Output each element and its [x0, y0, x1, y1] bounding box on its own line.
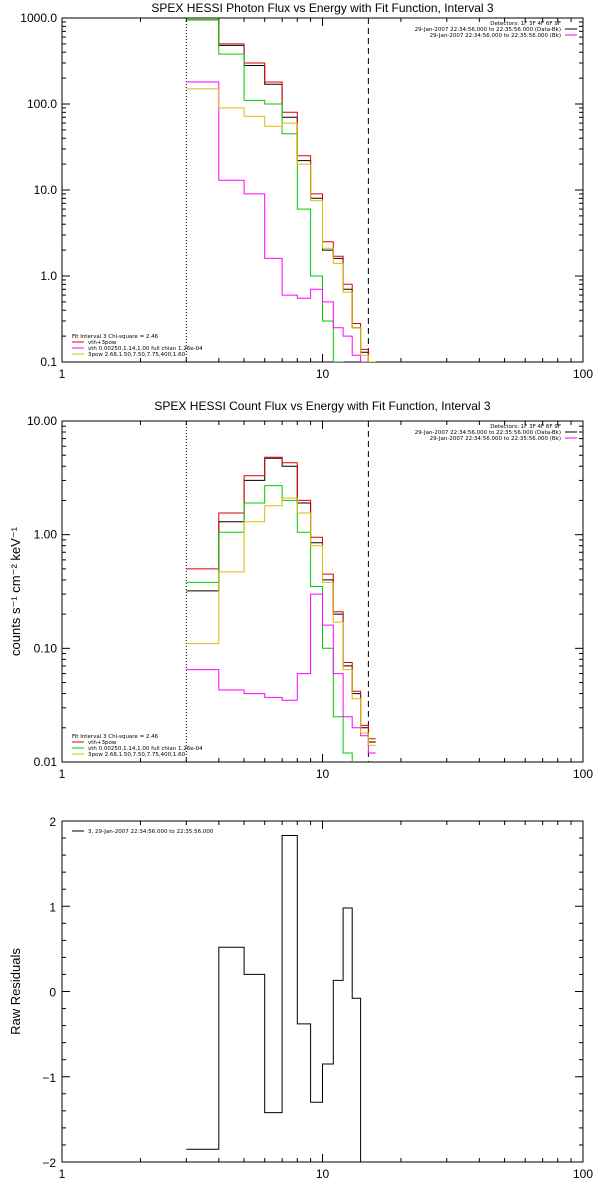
legend-label: 3pow 2.68,1.50,7.50,7.75,400,1.60 — [88, 352, 186, 358]
y-tick-label: 10.0 — [34, 183, 58, 197]
legend-label: 3pow 2.68,1.50,7.50,7.75,400,1.60 — [88, 752, 186, 758]
info-label: Detectors: 1F 3F 4F 6F 9F — [490, 424, 561, 430]
legend-label: vth 0.00250,1.14,1.00 full chian 1.26e-0… — [88, 346, 203, 352]
series-line-4 — [186, 88, 376, 362]
series-line-3 — [186, 593, 376, 754]
legend-label: vth 0.00250,1.14,1.00 full chian 1.26e-0… — [88, 746, 203, 752]
series-line-3 — [186, 81, 369, 362]
photon-flux-plot: SPEX HESSI Photon Flux vs Energy with Fi… — [20, 1, 593, 381]
series-line-0 — [186, 457, 376, 743]
legend-label: Fit Interval 3 Chi-square = 2.46 — [72, 734, 159, 740]
x-tick-label: 10 — [316, 1167, 330, 1181]
legend-label: Fit Interval 3 Chi-square = 2.46 — [72, 334, 159, 340]
series-line-0 — [186, 19, 376, 362]
chart-title: SPEX HESSI Photon Flux vs Energy with Fi… — [151, 1, 493, 15]
series-line-2 — [186, 19, 344, 362]
info-label: Detectors: 1F 3F 4F 6F 9F — [490, 21, 561, 27]
x-tick-label: 1 — [59, 367, 66, 381]
series-group — [186, 835, 369, 1162]
y-tick-label: 0.1 — [40, 355, 57, 369]
y-tick-label: 0.01 — [34, 755, 58, 769]
x-tick-label: 100 — [573, 367, 593, 381]
y-tick-label: 1000.0 — [20, 11, 57, 25]
x-tick-label: 1 — [59, 1167, 66, 1181]
y-tick-label: 100.0 — [27, 97, 57, 111]
info-label: 29-Jan-2007 22:34:56.000 to 22:35:56.000… — [430, 436, 561, 442]
x-tick-label: 100 — [573, 1167, 593, 1181]
y-tick-label: 1.00 — [34, 528, 58, 542]
y-axis-label: Raw Residuals — [8, 948, 23, 1035]
legend-label: vth+3pow — [88, 340, 117, 346]
y-tick-label: 10.00 — [27, 414, 57, 428]
count-flux-plot: SPEX HESSI Count Flux vs Energy with Fit… — [8, 399, 593, 781]
plot-frame — [61, 820, 584, 1163]
y-axis-label: counts s⁻¹ cm⁻² keV⁻¹ — [8, 526, 23, 656]
legend-label: 3, 29-Jan-2007 22:34:56.000 to 22:35:56.… — [88, 829, 214, 835]
y-tick-label: 0 — [49, 986, 56, 1000]
series-line-2 — [186, 485, 353, 762]
residuals-plot: 1 10 100 −2 −1 0 1 2 Raw Residuals 3, 29-Jan-2007… — [8, 815, 593, 1181]
x-tick-label: 1 — [59, 767, 66, 781]
chart-title: SPEX HESSI Count Flux vs Energy with Fit… — [154, 399, 490, 413]
series-group — [186, 456, 376, 762]
x-tick-label: 10 — [316, 367, 330, 381]
series-line-4 — [186, 497, 376, 746]
y-tick-label: 2 — [49, 815, 56, 829]
y-tick-label: −1 — [42, 1071, 56, 1085]
y-tick-label: −2 — [42, 1156, 56, 1170]
info-label: 29-Jan-2007 22:34:56.000 to 22:35:56.000… — [415, 430, 561, 436]
x-tick-label: 100 — [573, 767, 593, 781]
x-tick-label: 10 — [316, 767, 330, 781]
y-tick-label: 0.10 — [34, 641, 58, 655]
series-line-1 — [186, 19, 376, 362]
y-tick-label: 1 — [49, 900, 56, 914]
info-label: 29-Jan-2007 22:34:56.000 to 22:35:56.000… — [415, 27, 561, 33]
y-tick-label: 1.0 — [40, 269, 57, 283]
info-label: 29-Jan-2007 22:34:56.000 to 22:35:56.000… — [430, 33, 561, 39]
series-group — [186, 19, 376, 362]
series-line-0 — [186, 835, 369, 1162]
legend-label: vth+3pow — [88, 740, 117, 746]
series-line-1 — [186, 456, 376, 740]
